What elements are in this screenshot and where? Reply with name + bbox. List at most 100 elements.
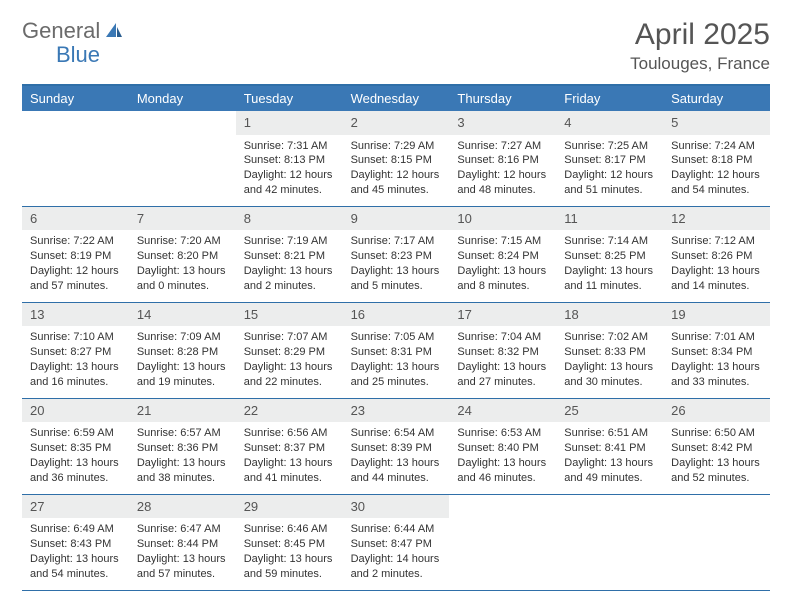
day-details: Sunrise: 7:04 AMSunset: 8:32 PMDaylight:… xyxy=(449,330,556,389)
day-cell: 24 Sunrise: 6:53 AMSunset: 8:40 PMDayligh… xyxy=(449,399,556,494)
day-number: 29 xyxy=(236,495,343,519)
day-details: Sunrise: 6:50 AMSunset: 8:42 PMDaylight:… xyxy=(663,426,770,485)
calendar: SundayMondayTuesdayWednesdayThursdayFrid… xyxy=(22,84,770,591)
logo: General xyxy=(22,18,126,44)
day-details: Sunrise: 7:12 AMSunset: 8:26 PMDaylight:… xyxy=(663,234,770,293)
location-label: Toulouges, France xyxy=(630,54,770,74)
day-number: 27 xyxy=(22,495,129,519)
day-cell: 8 Sunrise: 7:19 AMSunset: 8:21 PMDaylight… xyxy=(236,207,343,302)
day-number: 1 xyxy=(236,111,343,135)
day-cell: 14Sunrise: 7:09 AMSunset: 8:28 PMDayligh… xyxy=(129,303,236,398)
day-cell: 29 Sunrise: 6:46 AMSunset: 8:45 PMDayligh… xyxy=(236,495,343,590)
logo-text-1: General xyxy=(22,18,100,44)
day-cell: 12 Sunrise: 7:12 AMSunset: 8:26 PMDayligh… xyxy=(663,207,770,302)
day-cell: 6 Sunrise: 7:22 AMSunset: 8:19 PMDaylight… xyxy=(22,207,129,302)
day-cell: 18 Sunrise: 7:02 AMSunset: 8:33 PMDayligh… xyxy=(556,303,663,398)
day-cell: 5 Sunrise: 7:24 AMSunset: 8:18 PMDaylight… xyxy=(663,111,770,206)
weekday-saturday: Saturday xyxy=(663,86,770,111)
day-cell: 4Sunrise: 7:25 AMSunset: 8:17 PMDaylight… xyxy=(556,111,663,206)
day-details: Sunrise: 7:02 AMSunset: 8:33 PMDaylight:… xyxy=(556,330,663,389)
weekday-header: SundayMondayTuesdayWednesdayThursdayFrid… xyxy=(22,86,770,111)
day-number: 17 xyxy=(449,303,556,327)
day-cell: 17 Sunrise: 7:04 AMSunset: 8:32 PMDayligh… xyxy=(449,303,556,398)
day-details: Sunrise: 7:05 AMSunset: 8:31 PMDaylight:… xyxy=(343,330,450,389)
day-details: Sunrise: 7:17 AMSunset: 8:23 PMDaylight:… xyxy=(343,234,450,293)
logo-line2: Blue xyxy=(22,42,100,68)
day-cell: 21 Sunrise: 6:57 AMSunset: 8:36 PMDayligh… xyxy=(129,399,236,494)
day-details: Sunrise: 6:53 AMSunset: 8:40 PMDaylight:… xyxy=(449,426,556,485)
day-cell: 19Sunrise: 7:01 AMSunset: 8:34 PMDayligh… xyxy=(663,303,770,398)
day-cell: 9Sunrise: 7:17 AMSunset: 8:23 PMDaylight… xyxy=(343,207,450,302)
day-number: 18 xyxy=(556,303,663,327)
week-row: 13Sunrise: 7:10 AMSunset: 8:27 PMDayligh… xyxy=(22,303,770,399)
day-cell: 23 Sunrise: 6:54 AMSunset: 8:39 PMDayligh… xyxy=(343,399,450,494)
empty-cell xyxy=(22,111,129,206)
day-details: Sunrise: 6:47 AMSunset: 8:44 PMDaylight:… xyxy=(129,522,236,581)
week-row: 1 Sunrise: 7:31 AMSunset: 8:13 PMDaylight… xyxy=(22,111,770,207)
day-cell: 27 Sunrise: 6:49 AMSunset: 8:43 PMDayligh… xyxy=(22,495,129,590)
title-block: April 2025 Toulouges, France xyxy=(630,18,770,74)
day-number: 21 xyxy=(129,399,236,423)
day-number xyxy=(22,111,129,131)
day-number: 11 xyxy=(556,207,663,231)
day-details: Sunrise: 6:57 AMSunset: 8:36 PMDaylight:… xyxy=(129,426,236,485)
day-details: Sunrise: 6:59 AMSunset: 8:35 PMDaylight:… xyxy=(22,426,129,485)
week-row: 20 Sunrise: 6:59 AMSunset: 8:35 PMDayligh… xyxy=(22,399,770,495)
day-details: Sunrise: 7:20 AMSunset: 8:20 PMDaylight:… xyxy=(129,234,236,293)
weekday-sunday: Sunday xyxy=(22,86,129,111)
empty-cell xyxy=(129,111,236,206)
day-cell: 3Sunrise: 7:27 AMSunset: 8:16 PMDaylight… xyxy=(449,111,556,206)
empty-cell xyxy=(663,495,770,590)
day-number: 16 xyxy=(343,303,450,327)
day-details: Sunrise: 6:49 AMSunset: 8:43 PMDaylight:… xyxy=(22,522,129,581)
day-number: 12 xyxy=(663,207,770,231)
day-details: Sunrise: 6:56 AMSunset: 8:37 PMDaylight:… xyxy=(236,426,343,485)
day-details: Sunrise: 6:44 AMSunset: 8:47 PMDaylight:… xyxy=(343,522,450,581)
day-details: Sunrise: 7:31 AMSunset: 8:13 PMDaylight:… xyxy=(236,139,343,198)
weekday-tuesday: Tuesday xyxy=(236,86,343,111)
day-number: 25 xyxy=(556,399,663,423)
day-number: 30 xyxy=(343,495,450,519)
day-cell: 25 Sunrise: 6:51 AMSunset: 8:41 PMDayligh… xyxy=(556,399,663,494)
day-number xyxy=(556,495,663,515)
day-number: 23 xyxy=(343,399,450,423)
week-row: 6 Sunrise: 7:22 AMSunset: 8:19 PMDaylight… xyxy=(22,207,770,303)
day-number: 26 xyxy=(663,399,770,423)
day-cell: 28 Sunrise: 6:47 AMSunset: 8:44 PMDayligh… xyxy=(129,495,236,590)
day-number: 20 xyxy=(22,399,129,423)
day-cell: 2Sunrise: 7:29 AMSunset: 8:15 PMDaylight… xyxy=(343,111,450,206)
day-number xyxy=(129,111,236,131)
day-details: Sunrise: 6:51 AMSunset: 8:41 PMDaylight:… xyxy=(556,426,663,485)
day-cell: 20 Sunrise: 6:59 AMSunset: 8:35 PMDayligh… xyxy=(22,399,129,494)
day-number: 24 xyxy=(449,399,556,423)
day-details: Sunrise: 7:14 AMSunset: 8:25 PMDaylight:… xyxy=(556,234,663,293)
weekday-thursday: Thursday xyxy=(449,86,556,111)
day-details: Sunrise: 7:07 AMSunset: 8:29 PMDaylight:… xyxy=(236,330,343,389)
day-number xyxy=(449,495,556,515)
week-row: 27 Sunrise: 6:49 AMSunset: 8:43 PMDayligh… xyxy=(22,495,770,591)
day-details: Sunrise: 6:54 AMSunset: 8:39 PMDaylight:… xyxy=(343,426,450,485)
day-number: 5 xyxy=(663,111,770,135)
day-number xyxy=(663,495,770,515)
day-details: Sunrise: 6:46 AMSunset: 8:45 PMDaylight:… xyxy=(236,522,343,581)
day-details: Sunrise: 7:24 AMSunset: 8:18 PMDaylight:… xyxy=(663,139,770,198)
day-cell: 15 Sunrise: 7:07 AMSunset: 8:29 PMDayligh… xyxy=(236,303,343,398)
day-number: 15 xyxy=(236,303,343,327)
day-number: 14 xyxy=(129,303,236,327)
day-cell: 22 Sunrise: 6:56 AMSunset: 8:37 PMDayligh… xyxy=(236,399,343,494)
day-details: Sunrise: 7:25 AMSunset: 8:17 PMDaylight:… xyxy=(556,139,663,198)
day-number: 28 xyxy=(129,495,236,519)
day-details: Sunrise: 7:22 AMSunset: 8:19 PMDaylight:… xyxy=(22,234,129,293)
day-cell: 1 Sunrise: 7:31 AMSunset: 8:13 PMDaylight… xyxy=(236,111,343,206)
day-number: 22 xyxy=(236,399,343,423)
weekday-friday: Friday xyxy=(556,86,663,111)
day-details: Sunrise: 7:19 AMSunset: 8:21 PMDaylight:… xyxy=(236,234,343,293)
day-cell: 30 Sunrise: 6:44 AMSunset: 8:47 PMDayligh… xyxy=(343,495,450,590)
day-details: Sunrise: 7:27 AMSunset: 8:16 PMDaylight:… xyxy=(449,139,556,198)
day-details: Sunrise: 7:29 AMSunset: 8:15 PMDaylight:… xyxy=(343,139,450,198)
day-cell: 13Sunrise: 7:10 AMSunset: 8:27 PMDayligh… xyxy=(22,303,129,398)
day-number: 13 xyxy=(22,303,129,327)
day-cell: 10Sunrise: 7:15 AMSunset: 8:24 PMDayligh… xyxy=(449,207,556,302)
day-number: 6 xyxy=(22,207,129,231)
day-number: 8 xyxy=(236,207,343,231)
